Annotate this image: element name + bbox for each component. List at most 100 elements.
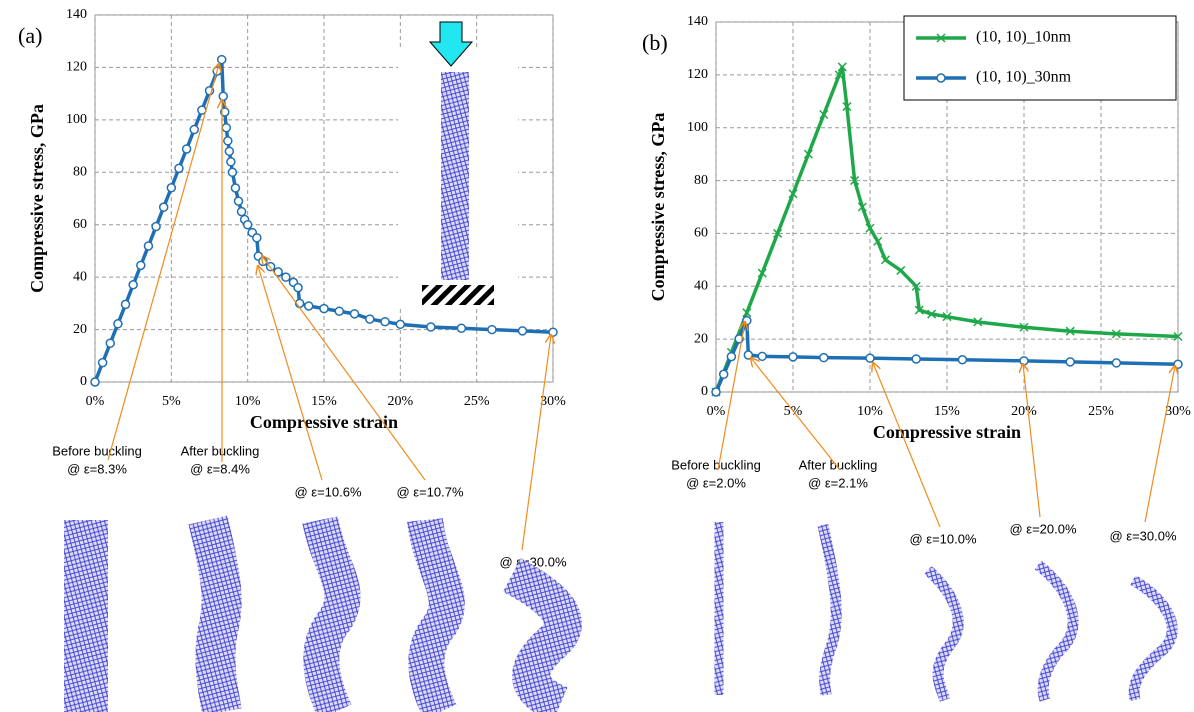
- marker: [136, 260, 146, 271]
- y-tick-label: 20: [694, 331, 708, 346]
- marker: [252, 233, 262, 243]
- y-tick-label: 80: [694, 173, 708, 188]
- marker: [105, 338, 116, 348]
- x-tick-label: 15%: [311, 394, 337, 409]
- y-tick-label: 100: [66, 112, 87, 127]
- annotation: @ ε=8.4%: [190, 461, 250, 476]
- marker: [349, 309, 360, 319]
- marker: [143, 241, 154, 251]
- tube: [188, 515, 242, 712]
- x-tick-label: 25%: [464, 394, 490, 409]
- x-axis-label: Compressive strain: [250, 412, 398, 432]
- y-tick-label: 40: [73, 269, 87, 284]
- annotation-arrow: [873, 363, 941, 528]
- annotation: After buckling: [799, 457, 878, 472]
- marker: [166, 183, 177, 193]
- marker: [857, 202, 867, 212]
- panel-label: (a): [18, 23, 42, 48]
- marker: [456, 323, 467, 334]
- marker: [896, 265, 906, 275]
- y-tick-label: 80: [73, 165, 87, 180]
- y-tick-label: 60: [73, 217, 87, 232]
- marker: [865, 223, 875, 233]
- annotation: @ ε=30.0%: [1109, 528, 1176, 543]
- charts: 0 20 40 60 80 100 120 140 0% 5% 10% 15% 20% 25% 30% Com…: [18, 7, 1191, 569]
- inset-tube: [441, 72, 469, 280]
- x-tick-label: 10%: [235, 394, 261, 409]
- marker: [742, 308, 752, 318]
- marker: [548, 327, 558, 337]
- marker: [487, 324, 497, 335]
- tube: [1128, 575, 1178, 702]
- marker: [788, 189, 798, 199]
- tubes-a: [64, 515, 582, 712]
- y-axis-label: Compressive stress, GPa: [27, 104, 47, 293]
- x-tick-label: 30%: [540, 394, 566, 409]
- y-axis-label: Compressive stress, GPa: [648, 113, 668, 302]
- marker: [711, 387, 721, 397]
- y-tick-label: 100: [687, 120, 708, 135]
- marker: [151, 221, 161, 232]
- annotation-arrow: [107, 64, 219, 461]
- marker: [334, 306, 345, 316]
- marker: [936, 73, 946, 83]
- marker: [216, 54, 227, 65]
- marker: [873, 236, 883, 246]
- marker: [957, 355, 968, 365]
- marker: [1065, 326, 1075, 336]
- y-tick-label: 140: [66, 7, 87, 22]
- panel-label: (b): [642, 30, 668, 55]
- marker: [803, 149, 813, 159]
- annotation: After buckling: [181, 443, 260, 458]
- y-tick-label: 40: [694, 279, 708, 294]
- y-tick-label: 20: [73, 322, 87, 337]
- marker: [230, 183, 241, 193]
- x-tick-label: 20%: [1011, 404, 1037, 419]
- marker: [120, 299, 131, 310]
- series-line: [714, 319, 1179, 393]
- marker: [1173, 331, 1183, 342]
- marker: [936, 33, 946, 43]
- marker: [319, 303, 329, 314]
- y-tick-label: 120: [66, 60, 87, 75]
- marker: [927, 309, 937, 319]
- marker: [233, 196, 244, 206]
- marker: [1111, 329, 1121, 339]
- marker: [726, 351, 737, 362]
- marker: [224, 146, 235, 157]
- tube: [502, 558, 582, 712]
- legend-box: [903, 15, 1177, 101]
- marker: [174, 163, 184, 174]
- legend-label: (10, 10)_30nm: [976, 69, 1072, 86]
- marker: [128, 279, 138, 290]
- annotation: @ ε=2.1%: [808, 475, 868, 490]
- marker: [293, 282, 303, 293]
- tube: [302, 516, 361, 712]
- annotation: @ ε=10.0%: [909, 531, 976, 546]
- marker: [973, 317, 983, 327]
- marker: [718, 369, 729, 380]
- annotation: @ ε=2.0%: [686, 475, 746, 490]
- x-tick-label: 25%: [1088, 404, 1114, 419]
- marker: [365, 314, 375, 324]
- marker: [221, 122, 232, 133]
- marker: [757, 268, 767, 278]
- annotation-arrow: [1144, 366, 1175, 523]
- series-line: [714, 66, 1179, 393]
- annotation: @ ε=30.0%: [499, 554, 566, 569]
- marker: [819, 109, 829, 120]
- x-tick-label: 0%: [707, 404, 726, 419]
- tube: [924, 565, 964, 702]
- series-line: [93, 58, 554, 383]
- marker: [865, 353, 875, 363]
- marker: [281, 272, 291, 282]
- marker: [773, 228, 783, 238]
- marker: [880, 255, 890, 265]
- marker: [158, 202, 169, 212]
- y-tick-label: 60: [694, 226, 708, 241]
- marker: [380, 316, 390, 327]
- load-arrow: [428, 21, 474, 67]
- marker: [757, 351, 767, 362]
- x-tick-label: 30%: [1165, 404, 1191, 419]
- marker: [1065, 357, 1075, 367]
